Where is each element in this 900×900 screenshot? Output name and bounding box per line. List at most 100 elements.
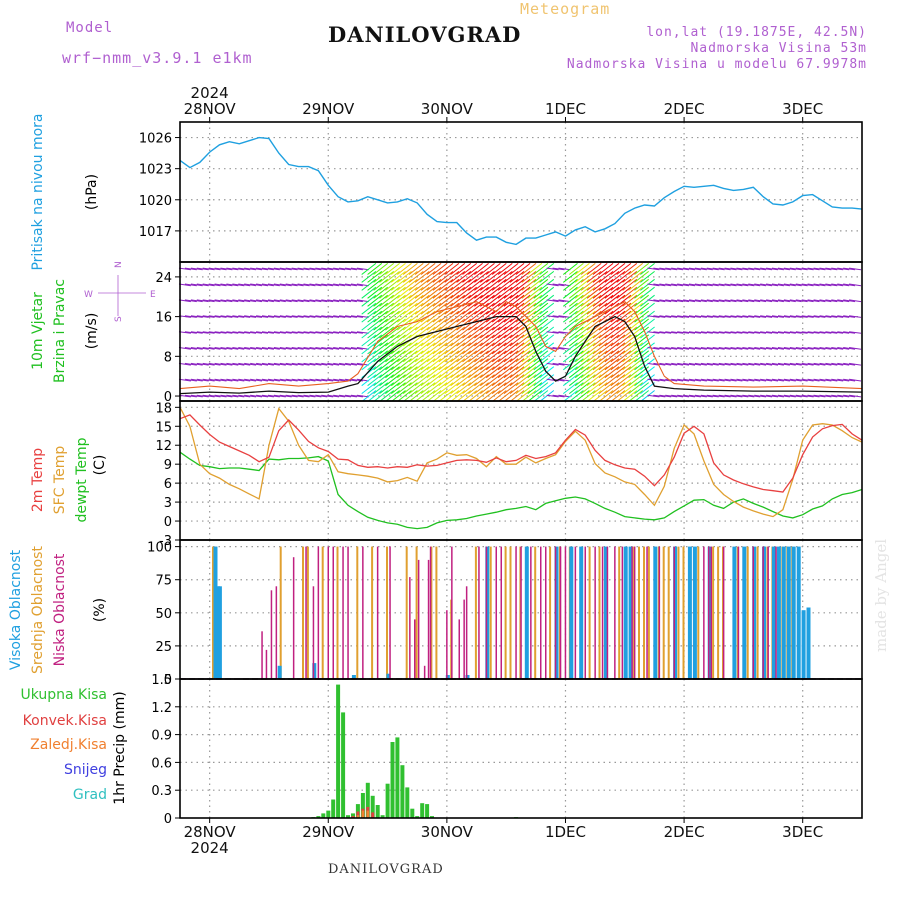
wind-barb <box>568 318 584 331</box>
wind-barb <box>509 263 525 275</box>
wind-barb <box>432 366 448 379</box>
wind-barb <box>616 374 632 387</box>
wind-barb <box>718 267 731 271</box>
cloud-bar-low <box>722 546 725 679</box>
wind-barb <box>444 286 460 299</box>
wind-barb <box>267 315 280 318</box>
wind-barb <box>610 310 626 323</box>
wind-barb <box>515 342 531 355</box>
precip-bar-total <box>321 813 326 818</box>
wind-barb <box>474 278 489 291</box>
wind-unit: (m/s) <box>84 313 100 350</box>
wind-barb <box>539 350 555 363</box>
cloud-bar-mid <box>598 546 601 679</box>
y-tick-label-wind: 24 <box>155 271 172 286</box>
wind-barb <box>196 378 209 382</box>
wind-barb <box>385 358 400 371</box>
wind-barb <box>279 299 292 303</box>
wind-barb <box>562 294 578 307</box>
wind-barb <box>562 302 578 315</box>
wind-barb <box>426 302 442 315</box>
wind-barb <box>539 358 555 371</box>
wind-barb <box>789 362 802 366</box>
wind-barb <box>813 362 826 366</box>
wind-barb <box>742 347 755 350</box>
wind-barb <box>694 299 707 303</box>
wind-barb <box>250 315 263 318</box>
cloud-bar-high <box>752 546 757 679</box>
wind-barb <box>396 358 412 371</box>
wind-barb <box>771 362 784 366</box>
wind-barb <box>468 310 483 323</box>
wind-barb <box>396 310 412 323</box>
wind-barb <box>220 299 233 303</box>
wind-barb <box>688 362 701 366</box>
wind-barb <box>432 326 448 339</box>
year-label-top: 2024 <box>191 84 229 102</box>
wind-barb <box>367 271 383 283</box>
precip-title: 1hr Precip (mm) <box>112 691 128 804</box>
wind-barb <box>367 374 383 387</box>
panel-frame-precipitation <box>179 678 863 819</box>
wind-barb <box>438 350 454 363</box>
cloud-bar-high <box>386 673 391 679</box>
wind-barb <box>279 347 292 350</box>
wind-barb <box>373 382 389 394</box>
wind-barb <box>261 315 274 318</box>
wind-barb <box>706 331 719 334</box>
wind-barb <box>414 263 430 275</box>
wind-barb <box>742 315 755 318</box>
wind-barb <box>807 362 820 366</box>
wind-barb <box>503 294 519 307</box>
wind-barb <box>244 362 257 366</box>
wind-barb <box>450 350 466 363</box>
cloud-bar-low <box>451 546 453 679</box>
wind-barb <box>795 347 808 350</box>
wind-barb <box>849 331 862 334</box>
wind-barb <box>396 382 412 394</box>
wind-barb <box>261 347 274 350</box>
wind-barb <box>450 263 466 275</box>
wind-barb <box>754 299 767 303</box>
y-tick-label-temperature: 15 <box>155 420 172 435</box>
compass-w: W <box>84 290 93 300</box>
wind-barb <box>385 382 400 394</box>
wind-barb <box>309 347 322 350</box>
wind-barb <box>367 263 383 275</box>
cloud-bar-mid <box>638 546 640 679</box>
precip-legend-1: Konvek.Kisa <box>23 713 107 729</box>
cloud-bar-low <box>621 546 624 679</box>
wind-barb <box>279 315 292 318</box>
wind-barb <box>634 342 650 355</box>
precip-bar-conv <box>351 816 355 818</box>
wind-barb <box>402 374 418 387</box>
wind-barb <box>509 318 525 331</box>
wind-barb <box>533 310 549 323</box>
wind-barb <box>527 374 543 387</box>
wind-barb <box>712 362 725 366</box>
cloud-bar-high <box>732 546 737 679</box>
wind-barb <box>562 271 578 283</box>
wind-barb <box>202 331 215 334</box>
wind-barb <box>574 350 590 363</box>
wind-barb <box>202 267 215 271</box>
wind-barb <box>533 382 549 394</box>
wind-barb <box>677 347 690 350</box>
cloud-bar-mid <box>321 546 324 679</box>
wind-barb <box>586 286 602 299</box>
wind-barb <box>456 342 472 355</box>
wind-barb <box>432 342 448 355</box>
precip-bar-total <box>336 684 341 818</box>
wind-barb <box>396 326 412 339</box>
wind-barb <box>373 294 389 307</box>
wind-barb <box>315 299 328 303</box>
wind-barb <box>444 263 460 275</box>
wind-barb <box>390 358 406 371</box>
wind-barb <box>647 347 660 350</box>
cloud-bar-mid <box>746 546 749 679</box>
wind-barb <box>622 271 638 283</box>
wind-barb <box>754 315 767 318</box>
wind-barb <box>267 283 280 287</box>
wind-barb <box>456 390 472 402</box>
wind-barb <box>640 358 655 371</box>
